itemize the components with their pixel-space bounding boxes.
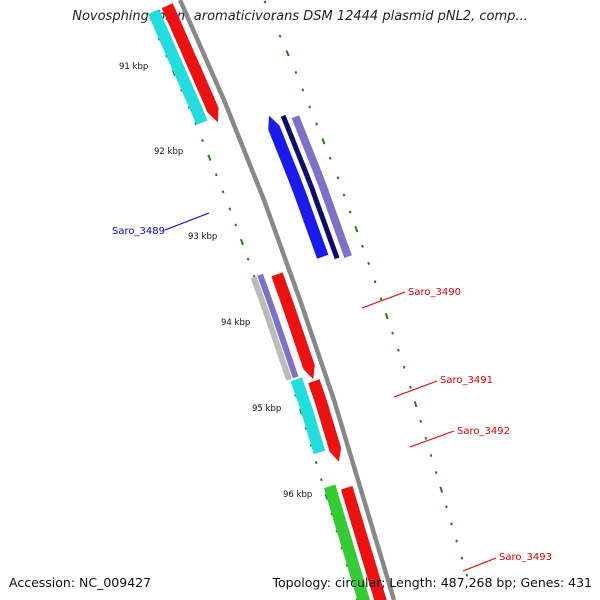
gene-label-saro-3492[interactable]: Saro_3492 (457, 426, 510, 437)
minor-tick-outer (424, 436, 428, 440)
leader-saro-3490 (361, 291, 406, 309)
cds-gray-saro-3490[interactable] (250, 276, 292, 381)
gene-label-saro-3493[interactable]: Saro_3493 (499, 552, 552, 563)
leader-saro-3489 (164, 212, 210, 231)
minor-tick (214, 173, 218, 177)
minor-tick-outer (336, 176, 340, 180)
minor-tick-outer (348, 210, 352, 214)
gene-label-saro-3489[interactable]: Saro_3489 (112, 226, 165, 237)
minor-tick (320, 478, 323, 482)
major-tick-outer (354, 226, 359, 233)
minor-tick-outer (465, 573, 469, 577)
minor-tick-outer (409, 385, 412, 389)
minor-tick-outer (379, 297, 383, 301)
minor-tick-outer (391, 331, 394, 335)
minor-tick-outer (315, 122, 318, 126)
cds-cyan-top[interactable] (148, 9, 208, 125)
minor-tick (314, 461, 318, 465)
minor-tick-outer (434, 471, 438, 475)
kbp-label-94: 94 kbp (221, 318, 250, 328)
cds-lavender-saro-3489[interactable] (291, 115, 352, 258)
gene-label-saro-3491[interactable]: Saro_3491 (440, 375, 493, 386)
kbp-label-91: 91 kbp (119, 62, 148, 72)
minor-tick (180, 88, 183, 92)
cds-red-saro-3491[interactable] (308, 379, 342, 462)
gene-label-saro-3490[interactable]: Saro_3490 (408, 287, 461, 298)
backbone-layer (177, 0, 397, 600)
minor-tick-outer (294, 70, 298, 74)
minor-tick-outer (308, 105, 312, 109)
minor-tick-outer (301, 88, 305, 92)
minor-tick (355, 597, 359, 600)
cds-navy-saro-3489[interactable] (280, 114, 340, 260)
cds-blue-saro-3489[interactable] (268, 115, 329, 259)
major-tick (239, 238, 244, 246)
minor-tick (234, 223, 238, 227)
minor-tick-outer (455, 539, 458, 543)
minor-tick (228, 207, 232, 211)
minor-tick-outer (328, 156, 332, 160)
minor-tick-outer (271, 17, 274, 21)
genome-summary: Topology: circular; Length: 487,268 bp; … (272, 575, 593, 590)
minor-tick-outer (429, 454, 433, 457)
major-tick-outer (321, 138, 326, 145)
major-tick-outer (285, 50, 290, 57)
leader-saro-3491 (393, 380, 438, 398)
minor-tick-outer (342, 193, 346, 197)
minor-tick-outer (460, 556, 464, 560)
minor-tick-outer (445, 505, 448, 509)
major-tick-outer (439, 486, 444, 493)
minor-tick-outer (367, 261, 371, 265)
cds-red-top[interactable] (161, 3, 219, 123)
minor-tick-outer (402, 365, 406, 369)
kbp-label-95: 95 kbp (252, 404, 281, 414)
cds-navy-saro-3490[interactable] (257, 273, 299, 379)
cds-red-saro-3490[interactable] (271, 272, 315, 380)
minor-tick-outer (450, 522, 453, 526)
minor-tick (340, 546, 344, 550)
minor-tick-outer (397, 348, 400, 352)
minor-tick (345, 563, 349, 567)
cds-red-saro-3493[interactable] (341, 486, 387, 600)
cds-green-saro-3493[interactable] (323, 484, 372, 600)
minor-tick-outer (373, 280, 377, 284)
kbp-label-96: 96 kbp (283, 490, 312, 500)
minor-tick (246, 257, 250, 261)
major-tick-outer (413, 401, 418, 408)
minor-tick (221, 190, 225, 194)
minor-tick-outer (278, 34, 282, 38)
minor-tick (201, 139, 204, 143)
minor-tick-outer (263, 0, 267, 4)
major-tick-outer (384, 312, 389, 320)
major-tick (207, 154, 212, 161)
gene-features (148, 3, 387, 600)
kbp-label-93: 93 kbp (188, 232, 217, 242)
backbone-line (177, 0, 397, 600)
minor-tick (304, 426, 308, 430)
leader-saro-3493 (462, 557, 497, 572)
minor-tick-outer (419, 419, 423, 423)
cds-cyan-saro-3491[interactable] (290, 377, 326, 455)
kbp-label-92: 92 kbp (154, 147, 183, 157)
minor-tick-outer (361, 244, 364, 248)
major-tick (324, 493, 329, 500)
accession-text: Accession: NC_009427 (9, 575, 152, 590)
leader-saro-3492 (409, 430, 455, 448)
